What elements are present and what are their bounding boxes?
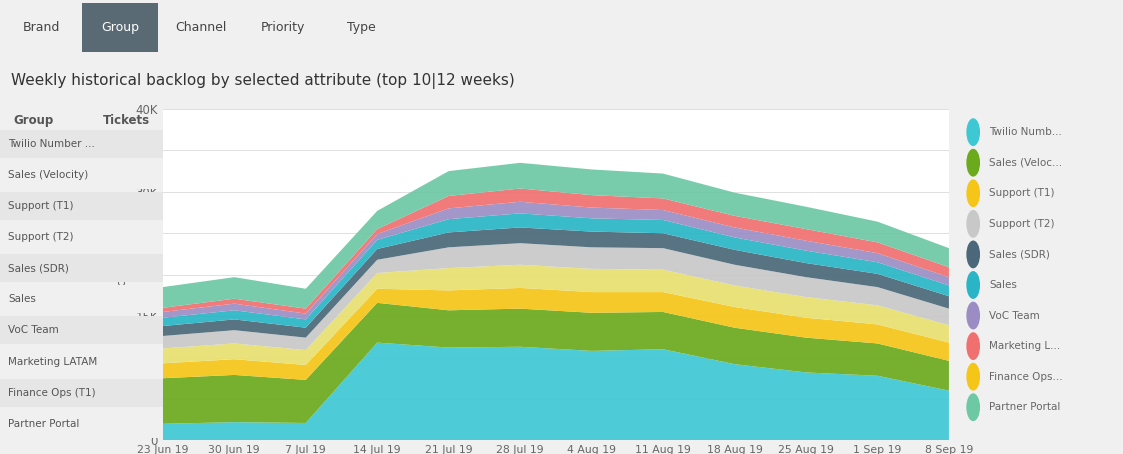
Text: Weekly historical backlog by selected attribute (top 10|12 weeks): Weekly historical backlog by selected at… xyxy=(11,74,515,89)
FancyBboxPatch shape xyxy=(0,254,163,282)
Text: Support (T1): Support (T1) xyxy=(8,201,74,211)
FancyBboxPatch shape xyxy=(0,286,163,313)
Text: Type: Type xyxy=(347,21,376,34)
Text: Partner Portal: Partner Portal xyxy=(8,419,80,429)
Circle shape xyxy=(967,210,980,238)
Circle shape xyxy=(967,393,980,421)
FancyBboxPatch shape xyxy=(245,3,321,52)
Text: Brand: Brand xyxy=(22,21,60,34)
Y-axis label: Tickets: Tickets xyxy=(116,253,128,296)
Text: Twilio Numb...: Twilio Numb... xyxy=(989,127,1062,137)
FancyBboxPatch shape xyxy=(0,316,163,345)
FancyBboxPatch shape xyxy=(0,379,163,407)
Text: Sales (SDR): Sales (SDR) xyxy=(8,263,69,273)
FancyBboxPatch shape xyxy=(329,3,394,52)
Text: Sales (Veloc...: Sales (Veloc... xyxy=(989,158,1062,168)
FancyBboxPatch shape xyxy=(0,223,163,251)
Text: Tickets: Tickets xyxy=(102,114,149,127)
FancyBboxPatch shape xyxy=(82,3,158,52)
FancyBboxPatch shape xyxy=(0,348,163,375)
Text: Marketing L...: Marketing L... xyxy=(989,341,1061,351)
Circle shape xyxy=(967,118,980,146)
Text: Marketing LATAM: Marketing LATAM xyxy=(8,356,98,366)
Text: Sales (SDR): Sales (SDR) xyxy=(989,249,1050,259)
FancyBboxPatch shape xyxy=(0,161,163,189)
Text: Group: Group xyxy=(13,114,53,127)
Text: Sales: Sales xyxy=(8,294,36,304)
Text: Priority: Priority xyxy=(261,21,305,34)
Text: Sales: Sales xyxy=(989,280,1017,290)
Text: Support (T1): Support (T1) xyxy=(989,188,1054,198)
Text: VoC Team: VoC Team xyxy=(989,311,1040,321)
Text: Group: Group xyxy=(101,21,139,34)
Text: Twilio Number ...: Twilio Number ... xyxy=(8,139,95,149)
Circle shape xyxy=(967,241,980,268)
Text: Support (T2): Support (T2) xyxy=(989,219,1054,229)
FancyBboxPatch shape xyxy=(0,192,163,220)
Text: Channel: Channel xyxy=(175,21,227,34)
Text: VoC Team: VoC Team xyxy=(8,326,58,336)
Circle shape xyxy=(967,179,980,207)
Text: Finance Ops...: Finance Ops... xyxy=(989,372,1063,382)
Circle shape xyxy=(967,301,980,330)
Circle shape xyxy=(967,271,980,299)
Text: Finance Ops (T1): Finance Ops (T1) xyxy=(8,388,95,398)
FancyBboxPatch shape xyxy=(163,3,239,52)
Text: Support (T2): Support (T2) xyxy=(8,232,74,242)
Text: Partner Portal: Partner Portal xyxy=(989,402,1061,412)
Circle shape xyxy=(967,363,980,390)
FancyBboxPatch shape xyxy=(0,410,163,438)
Text: Sales (Velocity): Sales (Velocity) xyxy=(8,170,89,180)
FancyBboxPatch shape xyxy=(0,130,163,158)
Circle shape xyxy=(967,332,980,360)
FancyBboxPatch shape xyxy=(6,3,76,52)
Circle shape xyxy=(967,149,980,177)
